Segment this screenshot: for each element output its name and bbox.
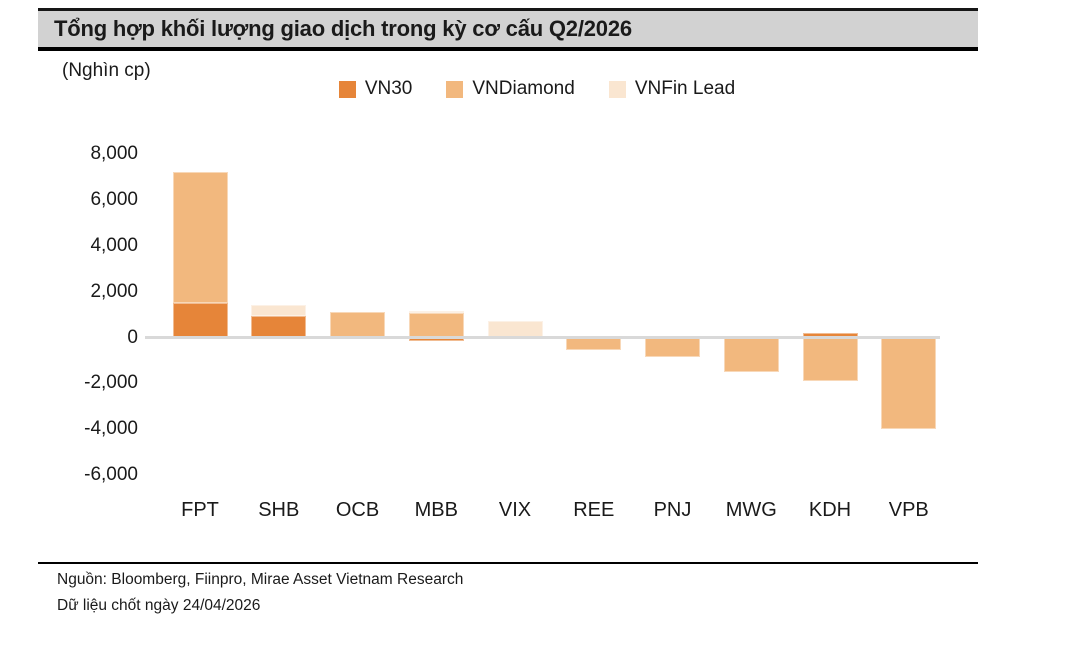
y-axis-tick-label: -6,000 — [84, 464, 138, 486]
bar-segment-kdh-vn30 — [802, 332, 858, 338]
legend-label: VN30 — [364, 78, 413, 99]
bar-segment-vpb-vndiamond — [881, 337, 937, 430]
chart-legend: VN30 VNDiamond VNFin Lead — [0, 78, 1074, 100]
x-axis-category-label: MWG — [725, 499, 777, 521]
legend-swatch-icon — [446, 80, 464, 98]
bar-segment-shb-vnfin-lead — [251, 305, 307, 316]
bar-segment-fpt-vndiamond — [172, 172, 228, 304]
x-axis-category-label: SHB — [258, 499, 300, 521]
data-date-note: Dữ liệu chốt ngày 24/04/2026 — [57, 597, 261, 614]
bar-segment-kdh-vndiamond — [802, 337, 858, 382]
y-axis-tick-label: 4,000 — [90, 234, 138, 256]
legend-swatch-icon — [338, 80, 356, 98]
legend-label: VNFin Lead — [634, 78, 736, 99]
y-axis-tick-label: -4,000 — [84, 418, 138, 440]
x-axis-category-label: VPB — [888, 499, 929, 521]
bar-segment-ocb-vndiamond — [330, 312, 385, 338]
bar-segment-fpt-vn30 — [172, 303, 228, 338]
chart-title: Tổng hợp khối lượng giao dịch trong kỳ c… — [54, 16, 632, 41]
source-note: Nguồn: Bloomberg, Fiinpro, Mirae Asset V… — [57, 571, 464, 588]
footer-divider — [38, 562, 978, 564]
y-axis-tick-label: 8,000 — [90, 143, 138, 165]
legend-label: VNDiamond — [472, 78, 575, 99]
chart-title-bar: Tổng hợp khối lượng giao dịch trong kỳ c… — [38, 8, 978, 51]
legend-swatch-icon — [608, 80, 626, 98]
x-axis-category-label: REE — [573, 499, 615, 521]
x-axis-category-label: MBB — [414, 499, 458, 521]
x-axis-category-label: VIX — [498, 499, 532, 521]
x-axis-category-label: PNJ — [653, 499, 692, 521]
bar-segment-pnj-vndiamond — [645, 337, 700, 357]
bar-segment-ree-vndiamond — [566, 337, 622, 351]
bar-segment-mbb-vndiamond — [408, 313, 464, 338]
y-axis-tick-label: 0 — [127, 326, 138, 348]
y-axis-unit-label: (Nghìn cp) — [62, 60, 151, 81]
x-axis-zero-line — [145, 336, 940, 339]
x-axis-category-label: OCB — [335, 499, 380, 521]
x-axis-category-label: FPT — [181, 499, 219, 521]
x-axis-category-label: KDH — [808, 499, 852, 521]
y-axis-tick-label: 2,000 — [90, 280, 138, 302]
bar-segment-vix-vnfin-lead — [487, 320, 543, 338]
legend-item-vnfin-lead: VNFin Lead — [608, 78, 736, 100]
y-axis-tick-label: -2,000 — [84, 372, 138, 394]
bar-segment-shb-vn30 — [251, 315, 307, 338]
legend-item-vn30: VN30 — [338, 78, 413, 100]
y-axis-tick-label: 6,000 — [90, 188, 138, 210]
bar-segment-mbb-vn30 — [408, 337, 464, 341]
bar-segment-mwg-vndiamond — [723, 337, 779, 372]
bar-segment-mbb-vnfin-lead — [408, 311, 464, 314]
legend-item-vndiamond: VNDiamond — [446, 78, 575, 100]
